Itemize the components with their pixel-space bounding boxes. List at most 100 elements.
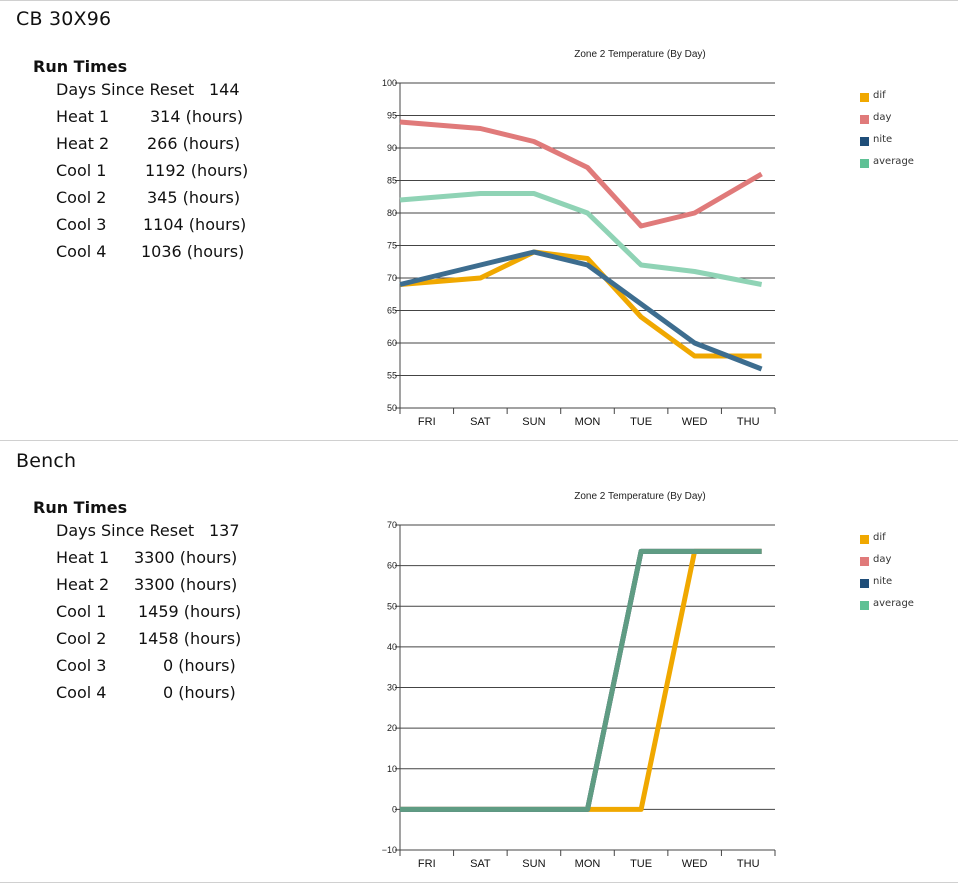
legend-label: dif bbox=[873, 532, 886, 543]
series-line-nite bbox=[400, 548, 762, 812]
series-line-dif bbox=[400, 548, 762, 812]
x-tick-label: WED bbox=[682, 416, 708, 428]
stat-row-heat-2: Heat 2 266 (hours) bbox=[56, 134, 256, 158]
stat-row-cool-3: Cool 3 1104 (hours) bbox=[56, 215, 256, 239]
legend-swatch bbox=[860, 159, 869, 168]
stat-value: 1104 (hours) bbox=[143, 215, 247, 234]
stat-value: 1036 (hours) bbox=[141, 242, 245, 261]
stat-value: 144 bbox=[209, 80, 240, 99]
section-title: CB 30X96 bbox=[16, 8, 112, 30]
stat-row-cool-2: Cool 2 345 (hours) bbox=[56, 188, 256, 212]
x-tick-label: SAT bbox=[470, 858, 491, 870]
stat-label: Cool 1 bbox=[56, 161, 107, 180]
y-tick-label: 60 bbox=[387, 561, 397, 571]
x-tick-label: FRI bbox=[418, 416, 436, 428]
stat-value: 3300 (hours) bbox=[134, 575, 238, 594]
chart-svg: Zone 2 Temperature (By Day) −10 0 10 20 30 40 5… bbox=[382, 491, 776, 870]
series-line-nite bbox=[399, 249, 763, 372]
y-tick-label: 80 bbox=[387, 208, 397, 218]
x-tick-label: THU bbox=[737, 858, 760, 870]
stat-value: 345 (hours) bbox=[147, 188, 241, 207]
x-tick-label: WED bbox=[682, 858, 708, 870]
stat-label: Cool 3 bbox=[56, 215, 107, 234]
stat-value: 1192 (hours) bbox=[145, 161, 249, 180]
y-tick-label: 55 bbox=[387, 371, 397, 381]
x-tick-label: THU bbox=[737, 416, 760, 428]
series-line-average bbox=[400, 548, 762, 812]
section-divider bbox=[0, 440, 958, 441]
stat-label: Cool 4 bbox=[56, 242, 107, 261]
x-tick-label: SUN bbox=[522, 416, 545, 428]
x-tick-label: MON bbox=[575, 858, 601, 870]
x-tick-label: SAT bbox=[470, 416, 491, 428]
legend-swatch bbox=[860, 601, 869, 610]
y-tick-label: 90 bbox=[387, 143, 397, 153]
zone-temperature-chart: Zone 2 Temperature (By Day) 50 55 60 65 70 75 8… bbox=[340, 40, 790, 439]
y-tick-label: 50 bbox=[387, 403, 397, 413]
stat-label: Cool 4 bbox=[56, 683, 107, 702]
run-times-heading: Run Times bbox=[33, 498, 128, 517]
stat-value: 0 (hours) bbox=[163, 683, 236, 702]
y-tick-label: 0 bbox=[392, 804, 397, 814]
stat-value: 266 (hours) bbox=[147, 134, 241, 153]
x-tick-label: SUN bbox=[522, 858, 545, 870]
stat-row-cool-1: Cool 1 1192 (hours) bbox=[56, 161, 256, 185]
y-tick-label: 70 bbox=[387, 520, 397, 530]
legend-swatch bbox=[860, 115, 869, 124]
x-tick-label: TUE bbox=[630, 416, 652, 428]
y-tick-label: 30 bbox=[387, 683, 397, 693]
top-divider bbox=[0, 0, 958, 1]
legend-label: nite bbox=[873, 134, 893, 145]
legend-swatch bbox=[860, 93, 869, 102]
y-tick-label: 95 bbox=[387, 111, 397, 121]
y-tick-label: 50 bbox=[387, 601, 397, 611]
legend-label: average bbox=[873, 156, 914, 167]
stat-value: 1458 (hours) bbox=[138, 629, 242, 648]
y-tick-label: 65 bbox=[387, 306, 397, 316]
stat-row-cool-1: Cool 1 1459 (hours) bbox=[56, 602, 256, 626]
chart-svg: Zone 2 Temperature (By Day) 50 55 60 65 70 75 8… bbox=[382, 49, 776, 428]
stat-row-cool-4: Cool 4 0 (hours) bbox=[56, 683, 256, 707]
stat-row-heat-2: Heat 2 3300 (hours) bbox=[56, 575, 256, 599]
stat-label: Heat 2 bbox=[56, 575, 110, 594]
y-tick-label: 85 bbox=[387, 176, 397, 186]
x-tick-label: TUE bbox=[630, 858, 652, 870]
legend-label: dif bbox=[873, 90, 886, 101]
stat-row-days-since-reset: Days Since Reset 137 bbox=[56, 521, 256, 545]
y-tick-label: 20 bbox=[387, 723, 397, 733]
y-tick-label: −10 bbox=[382, 845, 397, 855]
legend-label: nite bbox=[873, 576, 893, 587]
legend-swatch bbox=[860, 579, 869, 588]
stat-value: 314 (hours) bbox=[150, 107, 244, 126]
legend-swatch bbox=[860, 137, 869, 146]
stat-label: Heat 1 bbox=[56, 107, 110, 126]
x-tick-label: FRI bbox=[418, 858, 436, 870]
stat-row-days-since-reset: Days Since Reset 144 bbox=[56, 80, 256, 104]
stat-value: 137 bbox=[209, 521, 240, 540]
series-line-average bbox=[399, 191, 763, 287]
y-tick-label: 10 bbox=[387, 764, 397, 774]
stat-label: Days Since Reset bbox=[56, 521, 195, 540]
stat-row-cool-3: Cool 3 0 (hours) bbox=[56, 656, 256, 680]
bottom-divider bbox=[0, 882, 958, 883]
section-title: Bench bbox=[16, 450, 77, 472]
stat-label: Cool 2 bbox=[56, 629, 107, 648]
stat-label: Cool 3 bbox=[56, 656, 107, 675]
chart-title: Zone 2 Temperature (By Day) bbox=[574, 49, 706, 60]
legend-swatch bbox=[860, 557, 869, 566]
stat-row-cool-2: Cool 2 1458 (hours) bbox=[56, 629, 256, 653]
series-line-day bbox=[399, 119, 763, 229]
stat-label: Heat 1 bbox=[56, 548, 110, 567]
zone-temperature-chart: Zone 2 Temperature (By Day) −10 0 10 20 30 40 5… bbox=[340, 482, 790, 881]
stat-label: Cool 2 bbox=[56, 188, 107, 207]
stat-row-heat-1: Heat 1 314 (hours) bbox=[56, 107, 256, 131]
stat-label: Cool 1 bbox=[56, 602, 107, 621]
y-tick-label: 60 bbox=[387, 338, 397, 348]
series-line-dif bbox=[399, 249, 762, 359]
legend-swatch bbox=[860, 535, 869, 544]
stat-row-heat-1: Heat 1 3300 (hours) bbox=[56, 548, 256, 572]
stat-row-cool-4: Cool 4 1036 (hours) bbox=[56, 242, 256, 266]
y-tick-label: 100 bbox=[382, 78, 397, 88]
y-tick-label: 40 bbox=[387, 642, 397, 652]
legend-label: day bbox=[873, 554, 892, 565]
